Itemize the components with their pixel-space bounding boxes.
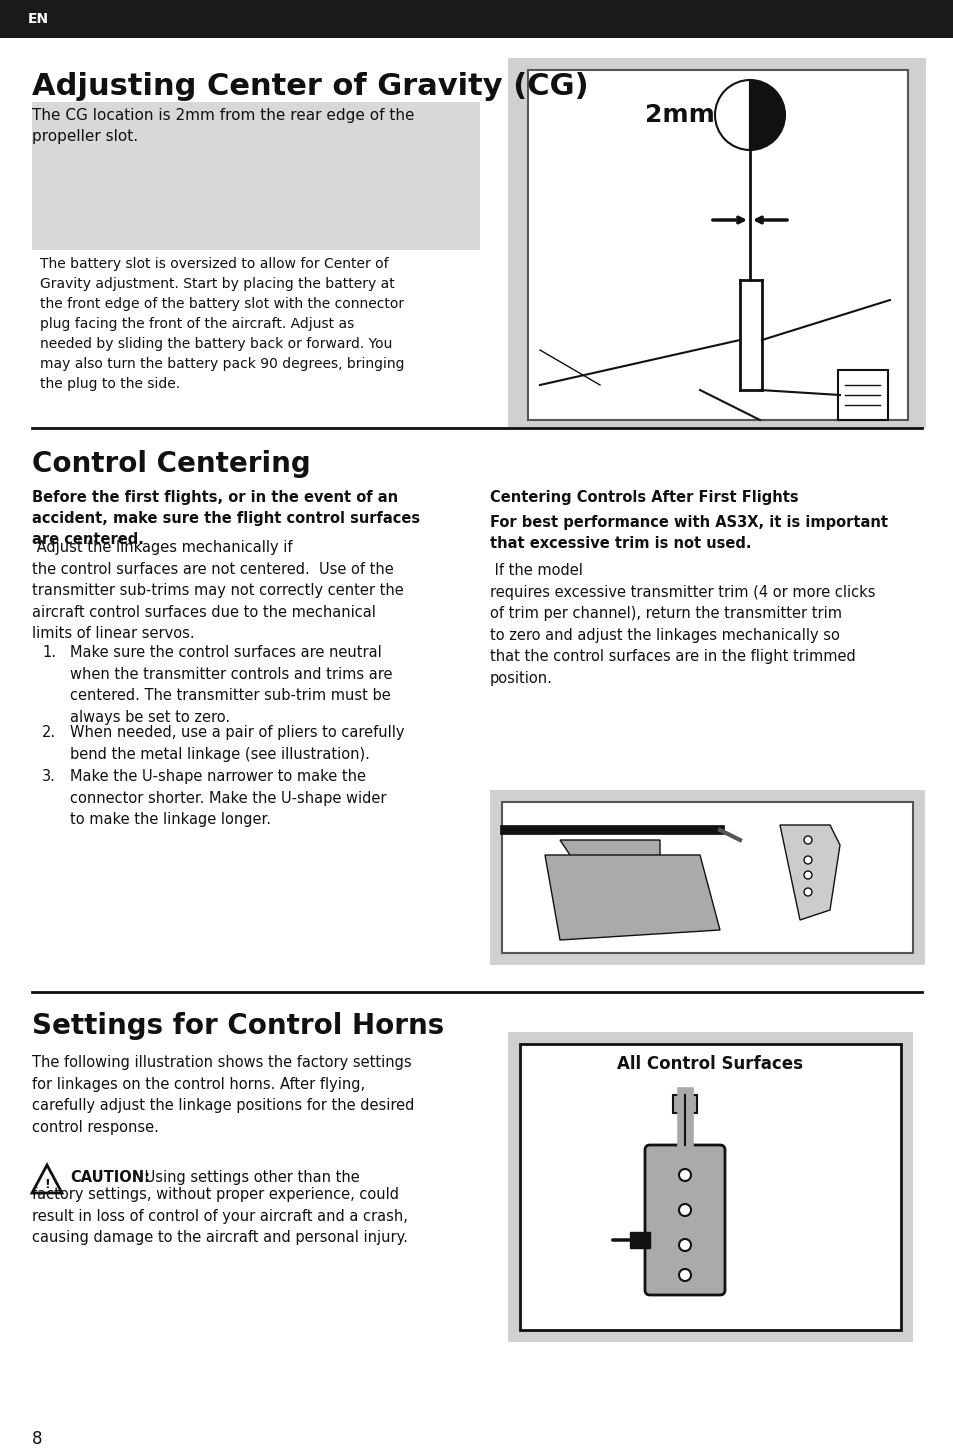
Text: 8: 8 <box>32 1430 43 1448</box>
Text: Make sure the control surfaces are neutral
when the transmitter controls and tri: Make sure the control surfaces are neutr… <box>70 645 392 725</box>
FancyBboxPatch shape <box>507 58 925 428</box>
FancyBboxPatch shape <box>837 370 887 420</box>
Text: 2.: 2. <box>42 725 56 741</box>
Text: 3.: 3. <box>42 770 56 784</box>
Polygon shape <box>559 841 659 870</box>
Text: Before the first flights, or in the event of an
accident, make sure the flight c: Before the first flights, or in the even… <box>32 489 419 547</box>
FancyBboxPatch shape <box>501 802 912 953</box>
Text: If the model
requires excessive transmitter trim (4 or more clicks
of trim per c: If the model requires excessive transmit… <box>490 563 875 685</box>
Circle shape <box>803 836 811 844</box>
FancyBboxPatch shape <box>32 102 479 250</box>
FancyBboxPatch shape <box>527 70 907 420</box>
Text: 1.: 1. <box>42 645 56 661</box>
Polygon shape <box>780 825 840 921</box>
FancyBboxPatch shape <box>672 1095 697 1114</box>
Polygon shape <box>32 1165 62 1194</box>
Text: !: ! <box>44 1179 50 1192</box>
Text: For best performance with AS3X, it is important
that excessive trim is not used.: For best performance with AS3X, it is im… <box>490 515 887 550</box>
Text: Centering Controls After First Flights: Centering Controls After First Flights <box>490 489 798 505</box>
Text: Adjust the linkages mechanically if
the control surfaces are not centered.  Use : Adjust the linkages mechanically if the … <box>32 540 403 642</box>
Text: EN: EN <box>28 12 49 26</box>
Circle shape <box>803 871 811 878</box>
Text: CAUTION:: CAUTION: <box>70 1170 150 1185</box>
FancyBboxPatch shape <box>507 1032 912 1342</box>
Circle shape <box>803 889 811 896</box>
Text: The CG location is 2mm from the rear edge of the
propeller slot.: The CG location is 2mm from the rear edg… <box>32 107 414 144</box>
Text: Adjusting Center of Gravity (CG): Adjusting Center of Gravity (CG) <box>32 73 588 102</box>
Polygon shape <box>544 855 720 939</box>
FancyBboxPatch shape <box>490 790 924 966</box>
FancyBboxPatch shape <box>629 1231 649 1249</box>
FancyBboxPatch shape <box>0 0 953 38</box>
Circle shape <box>679 1204 690 1215</box>
Wedge shape <box>714 80 749 150</box>
Text: factory settings, without proper experience, could
result in loss of control of : factory settings, without proper experie… <box>32 1186 408 1246</box>
Text: 2mm: 2mm <box>644 103 714 126</box>
Circle shape <box>679 1269 690 1281</box>
Text: Control Centering: Control Centering <box>32 450 311 478</box>
Circle shape <box>679 1239 690 1252</box>
FancyBboxPatch shape <box>519 1044 900 1330</box>
Text: The battery slot is oversized to allow for Center of
Gravity adjustment. Start b: The battery slot is oversized to allow f… <box>40 257 404 391</box>
Text: All Control Surfaces: All Control Surfaces <box>617 1056 802 1073</box>
Text: The following illustration shows the factory settings
for linkages on the contro: The following illustration shows the fac… <box>32 1056 414 1135</box>
FancyBboxPatch shape <box>644 1146 724 1295</box>
Text: Settings for Control Horns: Settings for Control Horns <box>32 1012 444 1040</box>
Text: Using settings other than the: Using settings other than the <box>140 1170 359 1185</box>
Text: When needed, use a pair of pliers to carefully
bend the metal linkage (see illus: When needed, use a pair of pliers to car… <box>70 725 404 762</box>
Circle shape <box>803 857 811 864</box>
Circle shape <box>679 1169 690 1180</box>
Text: Make the U-shape narrower to make the
connector shorter. Make the U-shape wider
: Make the U-shape narrower to make the co… <box>70 770 386 828</box>
Wedge shape <box>749 80 784 150</box>
